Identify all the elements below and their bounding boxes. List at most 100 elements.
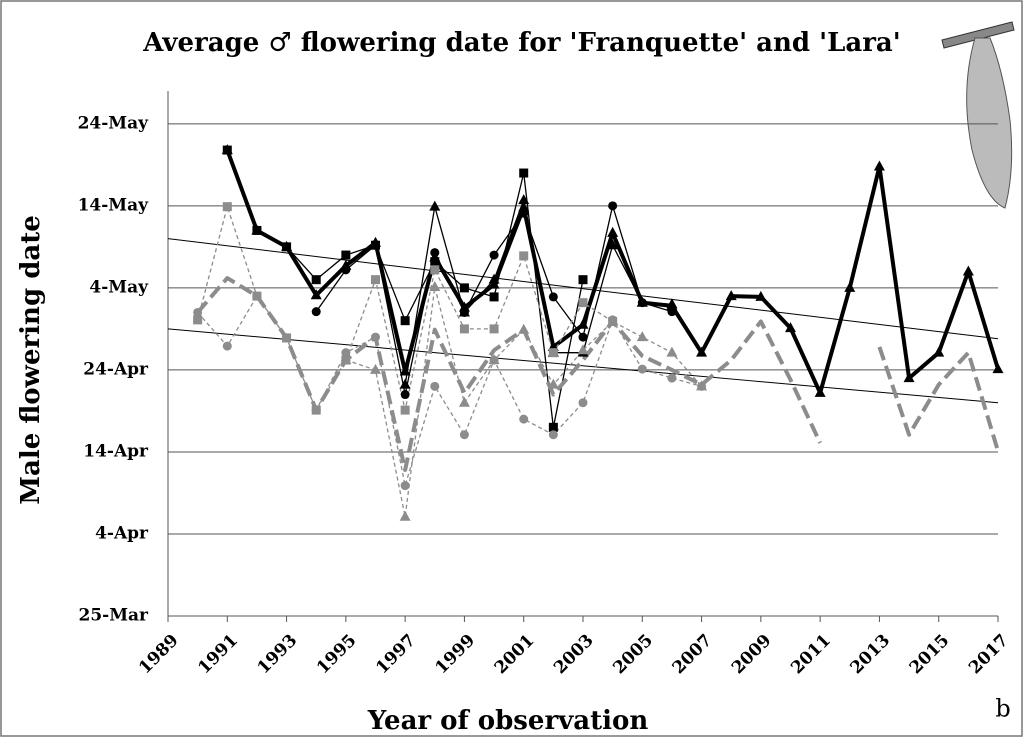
y-tick-label: 25-Mar	[78, 606, 149, 626]
marker	[399, 365, 411, 376]
marker	[489, 250, 499, 260]
marker	[340, 354, 352, 365]
marker	[252, 225, 262, 235]
marker	[696, 346, 708, 357]
marker	[311, 307, 321, 317]
marker	[548, 422, 558, 432]
marker	[400, 481, 410, 491]
marker	[607, 239, 619, 250]
marker	[666, 298, 678, 309]
marker	[548, 292, 558, 302]
marker	[489, 292, 499, 302]
marker	[371, 332, 380, 342]
marker	[755, 290, 767, 301]
marker	[310, 289, 322, 300]
marker	[282, 333, 292, 343]
marker	[548, 348, 558, 358]
marker	[430, 381, 440, 391]
y-tick-label: 4-May	[89, 277, 149, 297]
marker	[519, 168, 529, 178]
marker	[518, 201, 530, 212]
y-tick-label: 4-Apr	[95, 523, 149, 543]
marker	[725, 290, 737, 301]
marker	[518, 194, 530, 205]
marker	[311, 275, 321, 285]
marker	[696, 380, 708, 391]
marker	[667, 373, 677, 383]
marker	[400, 405, 410, 415]
marker	[578, 298, 588, 308]
marker	[430, 248, 440, 258]
marker	[371, 275, 380, 285]
marker	[992, 363, 1004, 374]
marker	[282, 242, 292, 252]
marker	[518, 323, 530, 334]
marker	[637, 364, 647, 374]
marker	[519, 208, 529, 218]
marker	[814, 386, 826, 397]
y-axis-title: Male flowering date	[16, 215, 46, 505]
marker	[785, 322, 796, 333]
marker	[193, 315, 203, 325]
marker	[400, 390, 410, 400]
marker	[578, 398, 588, 408]
marker	[873, 160, 885, 171]
marker	[430, 265, 440, 275]
marker	[341, 348, 351, 358]
marker	[548, 430, 558, 440]
marker	[222, 202, 232, 212]
y-tick-label: 24-Apr	[83, 359, 149, 379]
marker	[370, 363, 381, 374]
marker	[519, 414, 529, 424]
marker	[578, 332, 588, 342]
marker	[636, 331, 648, 342]
marker	[371, 240, 380, 250]
marker	[252, 291, 262, 301]
chart-title: Average ♂ flowering date for 'Franquette…	[142, 28, 900, 58]
marker	[933, 346, 945, 357]
y-tick-label: 14-May	[78, 195, 150, 215]
marker	[400, 316, 410, 326]
marker	[489, 324, 499, 334]
marker	[607, 226, 619, 237]
marker	[577, 344, 589, 355]
marker	[458, 306, 470, 317]
marker	[399, 378, 411, 389]
trend-line	[167, 238, 999, 340]
marker	[666, 346, 678, 357]
marker	[399, 510, 411, 521]
y-tick-label: 24-May	[78, 113, 150, 133]
marker	[341, 250, 351, 260]
marker	[430, 257, 440, 267]
marker	[519, 251, 529, 261]
marker	[458, 396, 470, 407]
marker	[459, 324, 469, 334]
marker	[667, 307, 677, 317]
marker	[636, 296, 648, 307]
marker	[607, 315, 619, 326]
catkin-illustration	[941, 21, 1015, 209]
trend-line	[167, 328, 999, 404]
marker	[341, 265, 351, 275]
marker	[962, 265, 974, 276]
panel-label: b	[995, 695, 1010, 723]
marker	[903, 372, 915, 383]
marker	[608, 201, 618, 211]
marker	[547, 378, 559, 389]
series-line	[404, 199, 672, 385]
marker	[844, 281, 856, 292]
marker	[222, 145, 232, 155]
marker	[429, 281, 441, 292]
marker	[459, 430, 469, 440]
y-tick-label: 14-Apr	[83, 441, 149, 461]
x-axis-title: Year of observation	[367, 706, 649, 736]
marker	[459, 283, 469, 293]
marker	[488, 354, 500, 365]
marker	[311, 405, 321, 415]
marker	[578, 275, 588, 285]
marker	[577, 318, 589, 329]
marker	[429, 200, 441, 211]
